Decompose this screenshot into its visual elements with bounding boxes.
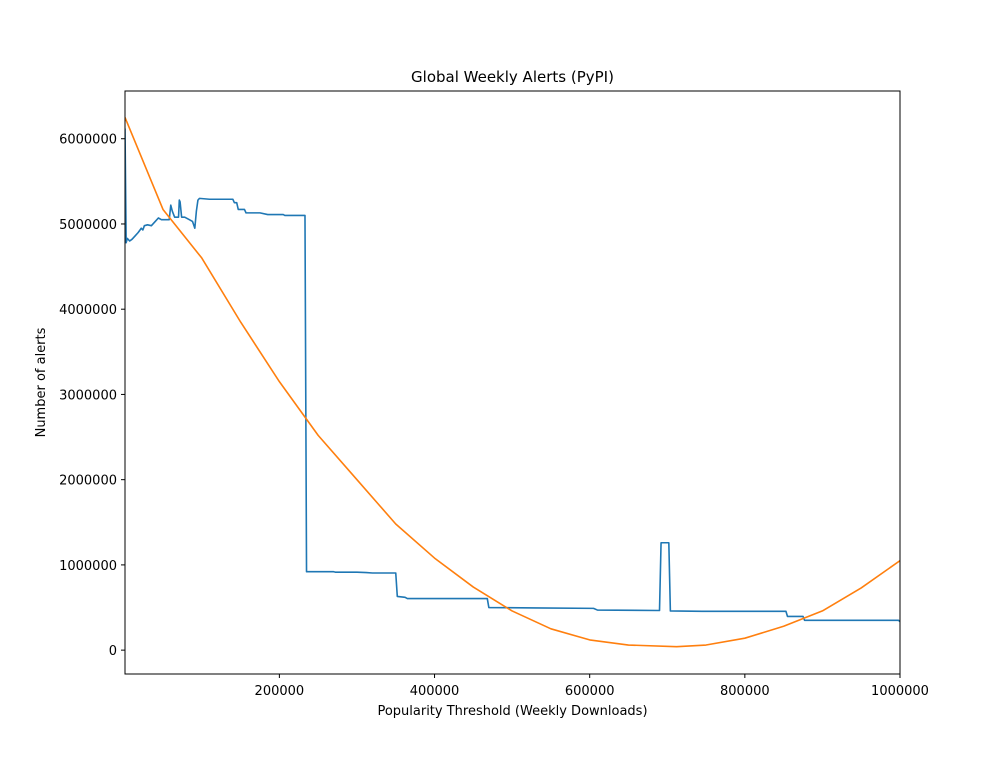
- y-tick-label: 4000000: [59, 303, 117, 318]
- y-tick-label: 1000000: [59, 559, 117, 574]
- y-tick-label: 6000000: [59, 133, 117, 148]
- y-axis-label: Number of alerts: [34, 327, 49, 437]
- y-axis: 0 1000000 2000000 3000000 4000000 5000000 6000…: [59, 133, 125, 659]
- series-line-fit: [125, 117, 900, 648]
- x-axis-label: Popularity Threshold (Weekly Downloads): [377, 704, 647, 719]
- x-tick-label: 600000: [565, 684, 615, 699]
- plot-frame: [124, 90, 901, 675]
- x-tick-label: 400000: [410, 684, 460, 699]
- y-tick-label: 0: [109, 644, 117, 659]
- x-tick-label: 1000000: [871, 684, 929, 699]
- y-tick-label: 2000000: [59, 474, 117, 489]
- y-tick-label: 3000000: [59, 388, 117, 403]
- chart-title: Global Weekly Alerts (PyPI): [411, 68, 614, 86]
- series-line-alerts: [125, 128, 900, 623]
- y-tick-label: 5000000: [59, 218, 117, 233]
- x-axis: 200000 400000 600000 800000 1000000: [255, 674, 929, 699]
- plot-area: [125, 117, 900, 648]
- x-tick-label: 200000: [255, 684, 305, 699]
- x-tick-label: 800000: [720, 684, 770, 699]
